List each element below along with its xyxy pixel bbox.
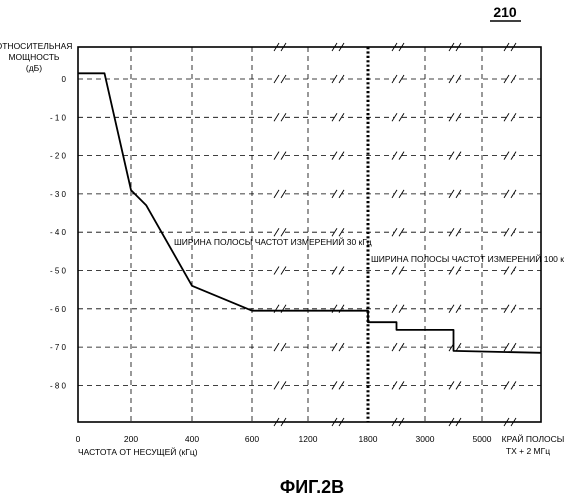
- axis-break-mask: [276, 113, 284, 121]
- axis-break-mask: [506, 343, 514, 351]
- grid-layer: [78, 47, 541, 422]
- x-tick-label: 400: [185, 434, 199, 444]
- axis-break-mask: [394, 113, 402, 121]
- y-tick-label: - 2 0: [50, 152, 67, 161]
- axis-break-mask: [506, 113, 514, 121]
- axis-break-mask: [394, 228, 402, 236]
- axis-break-mask: [394, 267, 402, 275]
- axis-break-mask: [334, 75, 342, 83]
- x-tick-label: 0: [76, 434, 81, 444]
- y-axis-label-line-1: ОТНОСИТЕЛЬНАЯ: [0, 41, 72, 51]
- x-end-label-line-2: TX + 2 МГц: [506, 446, 550, 456]
- axis-break-layer: [274, 43, 516, 426]
- y-tick-labels: 0 - 1 0 - 2 0 - 3 0 - 4 0 - 5 0 - 6 0 - 7 0 - 8 …: [50, 75, 67, 390]
- x-tick-labels: 0 200 400 600 1200 1800 3000 5000: [76, 434, 492, 444]
- x-axis-label: ЧАСТОТА ОТ НЕСУЩЕЙ (кГц): [78, 446, 198, 457]
- axis-break-mask: [276, 75, 284, 83]
- axis-break-mask: [394, 381, 402, 389]
- axis-break-mask: [276, 152, 284, 160]
- axis-break-mask: [334, 152, 342, 160]
- y-axis-label-line-3: (дБ): [26, 63, 42, 73]
- axis-break-mask: [334, 113, 342, 121]
- y-tick-label: - 5 0: [50, 267, 67, 276]
- axis-break-mask: [506, 267, 514, 275]
- y-tick-label: - 4 0: [50, 228, 67, 237]
- axis-break-mask: [276, 267, 284, 275]
- axis-break-mask: [451, 113, 459, 121]
- axis-break-mask: [394, 190, 402, 198]
- axis-break-mask: [451, 305, 459, 313]
- x-tick-label: 200: [124, 434, 138, 444]
- axis-break-mask: [506, 228, 514, 236]
- y-tick-label: - 3 0: [50, 190, 67, 199]
- figure-caption: ФИГ.2В: [280, 477, 344, 497]
- axis-break-mask: [276, 190, 284, 198]
- y-tick-label: - 1 0: [50, 113, 67, 122]
- series-line: [78, 73, 541, 353]
- y-tick-label: - 7 0: [50, 343, 67, 352]
- axis-break-mask: [451, 152, 459, 160]
- axis-break-mask: [451, 190, 459, 198]
- y-tick-label: 0: [62, 75, 67, 84]
- axis-break-mask: [334, 228, 342, 236]
- axis-break-mask: [451, 343, 459, 351]
- x-tick-label: 5000: [473, 434, 492, 444]
- axis-break-mask: [451, 381, 459, 389]
- axis-break-mask: [394, 343, 402, 351]
- axis-break-mask: [506, 305, 514, 313]
- x-tick-label: 600: [245, 434, 259, 444]
- axis-break-mask: [276, 228, 284, 236]
- plot-frame: [78, 47, 541, 422]
- x-tick-label: 1800: [359, 434, 378, 444]
- y-axis-label-line-2: МОЩНОСТЬ: [8, 52, 59, 62]
- axis-break-mask: [334, 267, 342, 275]
- axis-break-mask: [394, 305, 402, 313]
- axis-break-mask: [506, 75, 514, 83]
- axis-break-mask: [394, 152, 402, 160]
- x-end-label-line-1: КРАЙ ПОЛОСЫ: [502, 433, 564, 444]
- axis-break-mask: [334, 343, 342, 351]
- axis-break-mask: [506, 152, 514, 160]
- axis-break-mask: [394, 75, 402, 83]
- figure-number: 210: [493, 4, 517, 20]
- axis-break-mask: [334, 381, 342, 389]
- x-tick-label: 1200: [299, 434, 318, 444]
- axis-break-mask: [506, 381, 514, 389]
- axis-break-mask: [276, 381, 284, 389]
- axis-break-mask: [276, 343, 284, 351]
- y-tick-label: - 6 0: [50, 305, 67, 314]
- x-tick-label: 3000: [416, 434, 435, 444]
- axis-break-mask: [506, 190, 514, 198]
- axis-break-mask: [451, 267, 459, 275]
- y-tick-label: - 8 0: [50, 381, 67, 390]
- axis-break-mask: [451, 228, 459, 236]
- axis-break-mask: [334, 190, 342, 198]
- annotation-100khz: ШИРИНА ПОЛОСЫ ЧАСТОТ ИЗМЕРЕНИЙ 100 кГц: [371, 253, 564, 264]
- annotation-30khz: ШИРИНА ПОЛОСЫ ЧАСТОТ ИЗМЕРЕНИЙ 30 кГц: [174, 236, 372, 247]
- axis-break-mask: [451, 75, 459, 83]
